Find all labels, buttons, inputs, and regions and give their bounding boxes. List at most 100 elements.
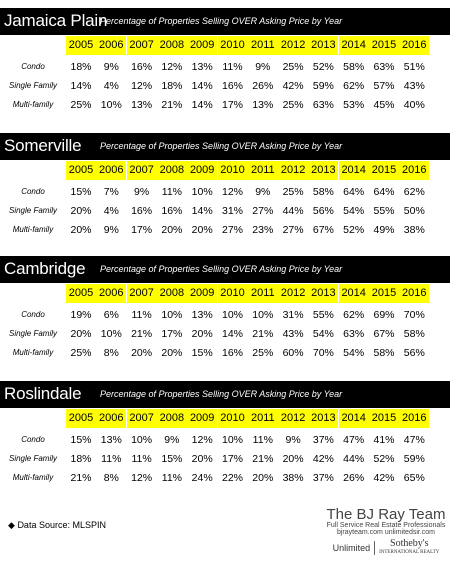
table-cell: 21% [131,328,153,340]
table-cell: 19% [70,309,92,321]
year-header-cell: 2011 [247,284,278,303]
year-header-cell: 2007 [126,161,157,180]
table-cell: 6% [103,309,119,321]
table-cell: 45% [373,99,395,111]
table-cell: 16% [131,205,153,217]
year-header-cell: 2010 [217,36,248,55]
table-cell: 70% [312,347,334,359]
brand-urls: bjrayteam.com unlimitedsir.com [336,529,436,536]
table-cell: 47% [403,434,425,446]
table-cell: 10% [131,434,153,446]
row-label: Single Family [8,206,57,215]
table-cell: 42% [312,453,334,465]
table-cell: 14% [70,80,92,92]
table-cell: 38% [403,224,425,236]
table-row: Multi-family 25% 8% 20% 20% 15% 16% 25% 60% 70% 54… [0,344,450,362]
table-row: Condo 15% 13% 10% 9% 12% 10% 11% 9% 37% 47% 41% 47% [0,431,450,449]
table-cell: 20% [252,472,274,484]
brand-block: The BJ Ray Team Full Service Real Estate… [326,506,446,557]
table-cell: 64% [373,186,395,198]
row-label: Multi-family [12,473,54,482]
year-header-cell: 2007 [126,284,157,303]
table-cell: 27% [252,205,274,217]
year-header-cell: 2006 [96,36,127,55]
table-cell: 15% [70,434,92,446]
table-cell: 31% [282,309,304,321]
table-row: Multi-family 25% 10% 13% 21% 14% 17% 13% 25% 63% 5… [0,96,450,114]
table-subtitle: Percentage of Properties Selling OVER As… [100,16,343,26]
table-cell: 18% [70,453,92,465]
table-cell: 20% [161,347,183,359]
table-cell: 4% [103,80,119,92]
table-cell: 16% [221,347,243,359]
table-cell: 17% [161,328,183,340]
table-cell: 25% [252,347,274,359]
table-cell: 11% [161,472,183,484]
year-header-cell: 2013 [308,161,339,180]
year-header-cell: 2015 [369,36,399,55]
table-cell: 51% [403,61,425,73]
year-header-cell: 2012 [278,36,309,55]
year-header-cell: 2016 [399,36,430,55]
city-table: Jamaica Plain Percentage of Properties Se… [0,8,450,118]
table-cell: 25% [70,347,92,359]
city-table: Roslindale Percentage of Properties Selli… [0,381,450,491]
brand-logos: Unlimited Sotheby's INTERNATIONAL REALTY [326,539,446,557]
table-cell: 18% [70,61,92,73]
table-cell: 11% [131,453,152,465]
table-cell: 55% [373,205,395,217]
table-cell: 49% [373,224,395,236]
table-cell: 21% [161,99,183,111]
year-header-cell: 2008 [156,284,187,303]
table-cell: 55% [312,309,334,321]
city-table: Cambridge Percentage of Properties Sellin… [0,256,450,366]
table-cell: 20% [70,224,92,236]
table-cell: 44% [282,205,304,217]
table-cell: 11% [222,61,243,73]
table-cell: 63% [373,61,395,73]
year-header-row: 2005 2006 2007 2008 2009 2010 2011 2012 2013 2014… [0,161,450,180]
table-cell: 25% [282,186,304,198]
table-cell: 12% [131,80,153,92]
table-cell: 63% [343,328,365,340]
year-header-cell: 2013 [308,409,339,428]
table-cell: 17% [221,99,243,111]
table-cell: 38% [282,472,304,484]
table-cell: 10% [161,309,183,321]
table-row: Multi-family 20% 9% 17% 20% 20% 27% 23% 27% 67% 52… [0,221,450,239]
year-header-cell: 2015 [369,161,399,180]
data-source-note: ◆ Data Source: MLSPIN [8,520,106,531]
table-cell: 59% [312,80,334,92]
sothebys-logo: Sotheby's INTERNATIONAL REALTY [379,539,439,557]
table-cell: 57% [373,80,395,92]
table-cell: 13% [100,434,122,446]
table-cell: 12% [191,434,213,446]
table-cell: 8% [103,472,119,484]
table-cell: 59% [403,453,425,465]
table-cell: 13% [191,309,213,321]
table-cell: 10% [100,328,122,340]
year-header-cell: 2005 [66,161,96,180]
city-name: Somerville [4,136,82,155]
table-cell: 47% [343,434,365,446]
table-row: Condo 18% 9% 16% 12% 13% 11% 9% 25% 52% 58% 63% 51% [0,58,450,76]
table-cell: 10% [100,99,122,111]
year-header-cell: 2008 [156,36,187,55]
table-cell: 23% [252,224,274,236]
table-cell: 9% [134,186,150,198]
sothebys-logo-subtext: INTERNATIONAL REALTY [379,550,440,555]
table-cell: 24% [191,472,213,484]
table-cell: 56% [312,205,334,217]
table-cell: 40% [403,99,425,111]
row-label: Condo [21,62,45,71]
table-cell: 20% [161,224,183,236]
year-header-cell: 2005 [66,409,96,428]
city-name: Cambridge [4,259,86,278]
year-header-cell: 2011 [247,161,278,180]
table-cell: 17% [221,453,243,465]
table-cell: 52% [343,224,365,236]
table-row: Single Family 14% 4% 12% 18% 14% 16% 26% 42% 59% 6… [0,77,450,95]
table-cell: 27% [282,224,304,236]
table-cell: 26% [343,472,365,484]
year-header-cell: 2011 [247,409,278,428]
